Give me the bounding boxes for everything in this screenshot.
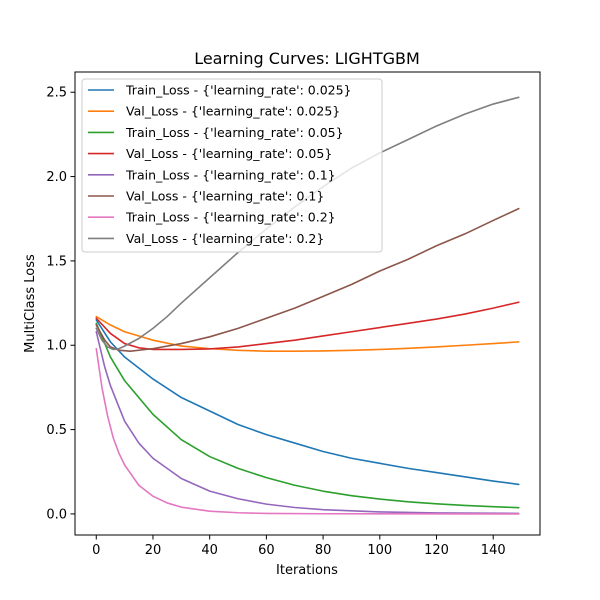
y-axis-label: MultiClass Loss	[23, 254, 38, 353]
legend-label-4: Val_Loss - {'learning_rate': 0.05}	[126, 146, 332, 161]
legend-label-6: Val_Loss - {'learning_rate': 0.1}	[126, 189, 324, 204]
x-axis-label: Iterations	[276, 563, 338, 578]
x-tick-label: 80	[315, 543, 332, 558]
y-axis-ticks: 0.0 0.5 1.0 1.5 2.0 2.5	[46, 86, 75, 522]
x-tick-label: 100	[367, 543, 392, 558]
x-tick-label: 120	[424, 543, 449, 558]
x-tick-label: 40	[201, 543, 218, 558]
series-line-7	[95, 347, 520, 515]
y-tick-label: 2.5	[46, 86, 67, 101]
x-tick-label: 60	[258, 543, 275, 558]
legend-label-8: Val_Loss - {'learning_rate': 0.2}	[126, 231, 324, 246]
y-tick-label: 0.0	[46, 507, 67, 522]
legend-label-7: Train_Loss - {'learning_rate': 0.2}	[125, 210, 336, 225]
series-line-8	[95, 96, 520, 351]
x-tick-label: 0	[92, 543, 100, 558]
series-layer	[95, 96, 520, 515]
chart-title: Learning Curves: LIGHTGBM	[194, 49, 420, 68]
series-line-6	[95, 207, 520, 352]
legend-frame	[81, 78, 383, 253]
legend-label-5: Train_Loss - {'learning_rate': 0.1}	[125, 167, 336, 182]
legend-label-3: Train_Loss - {'learning_rate': 0.05}	[125, 125, 344, 140]
series-line-3	[95, 322, 520, 509]
y-tick-label: 2.0	[46, 170, 67, 185]
series-line-4	[95, 301, 520, 351]
legend: Train_Loss - {'learning_rate': 0.025} Val…	[81, 78, 383, 253]
legend-items: Train_Loss - {'learning_rate': 0.025} Val…	[88, 83, 352, 246]
x-tick-label: 140	[481, 543, 506, 558]
x-tick-label: 20	[145, 543, 162, 558]
plot-area: 0 20 40 60 80 100 120 140 0.0 0.5 1.0 1.5 2.0 2.5	[46, 71, 541, 558]
x-axis-ticks: 0 20 40 60 80 100 120 140	[92, 535, 506, 558]
legend-label-1: Train_Loss - {'learning_rate': 0.025}	[125, 83, 352, 98]
series-line-5	[95, 330, 520, 515]
y-tick-label: 1.0	[46, 339, 67, 354]
series-line-1	[95, 319, 520, 486]
y-tick-label: 0.5	[46, 423, 67, 438]
series-line-2	[95, 315, 520, 352]
y-tick-label: 1.5	[46, 254, 67, 269]
axes-frame	[74, 71, 541, 536]
legend-label-2: Val_Loss - {'learning_rate': 0.025}	[126, 104, 340, 119]
